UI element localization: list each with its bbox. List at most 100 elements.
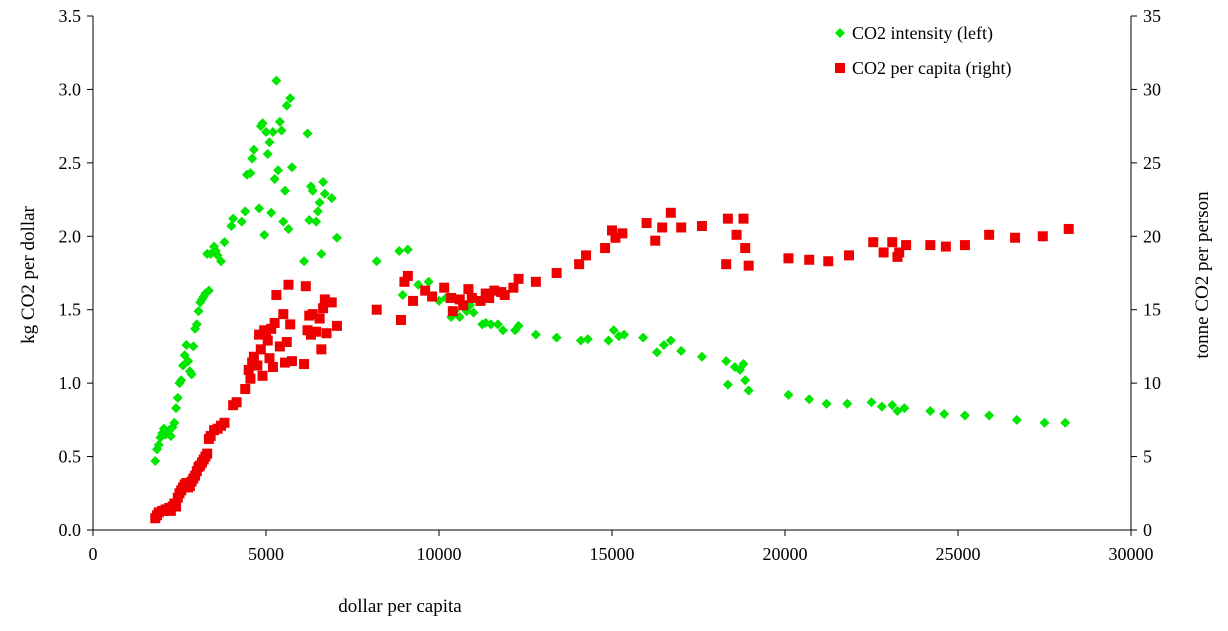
data-point-diamond <box>513 320 524 331</box>
data-point-square <box>261 328 271 339</box>
data-point-square <box>1063 223 1074 234</box>
data-point-diamond <box>658 339 669 350</box>
data-point-diamond <box>1011 414 1022 425</box>
data-point-diamond <box>804 394 815 405</box>
y-right-tick-label: 0 <box>1143 520 1152 540</box>
data-point-diamond <box>254 203 265 214</box>
data-point-square <box>319 294 330 305</box>
data-point-diamond <box>866 397 877 408</box>
data-point-square <box>731 229 742 240</box>
x-tick-label: 10000 <box>417 544 462 564</box>
data-point-diamond <box>219 237 230 248</box>
data-point-square <box>318 303 329 314</box>
data-point-square <box>458 300 469 311</box>
data-point-square <box>607 225 617 236</box>
data-point-square <box>305 329 316 340</box>
data-point-diamond <box>240 206 251 217</box>
ticks: 0 5000 10000 15000 20000 25000 30000 0.0 0.5 1.0 1… <box>59 6 1162 564</box>
data-point-square <box>530 276 541 287</box>
y-left-tick-label: 0.0 <box>59 520 82 540</box>
data-point-diamond <box>281 100 292 111</box>
data-point-square <box>371 304 382 315</box>
data-points <box>150 75 1074 524</box>
data-point-square <box>240 384 251 395</box>
data-point-diamond <box>311 216 322 227</box>
data-point-diamond <box>738 359 749 370</box>
data-point-diamond <box>314 197 325 208</box>
data-point-square <box>307 309 318 320</box>
y-right-tick-label: 20 <box>1143 226 1161 246</box>
legend: CO2 intensity (left) CO2 per capita (rig… <box>835 23 1011 79</box>
legend-marker-diamond <box>835 28 845 38</box>
data-point-diamond <box>984 410 995 421</box>
data-point-square <box>475 295 486 306</box>
data-point-square <box>231 397 242 408</box>
data-point-diamond <box>271 75 282 86</box>
data-point-square <box>925 240 936 251</box>
data-point-square <box>202 448 213 459</box>
data-point-diamond <box>236 216 247 227</box>
data-point-square <box>484 292 495 303</box>
data-point-square <box>499 290 510 301</box>
data-point-square <box>408 295 419 306</box>
y-left-axis-title: kg CO2 per dollar <box>18 205 39 343</box>
data-point-square <box>804 254 815 265</box>
data-point-square <box>665 207 676 218</box>
data-point-square <box>641 218 652 229</box>
data-point-square <box>508 282 519 293</box>
data-point-diamond <box>245 168 256 179</box>
data-point-diamond <box>575 335 586 346</box>
data-point-square <box>721 259 732 270</box>
data-point-diamond <box>1039 417 1050 428</box>
data-point-diamond <box>665 335 676 346</box>
data-point-diamond <box>181 339 192 350</box>
data-point-diamond <box>226 221 237 232</box>
x-tick-label: 5000 <box>248 544 284 564</box>
y-right-tick-label: 15 <box>1143 300 1161 320</box>
data-point-diamond <box>188 341 199 352</box>
data-point-square <box>463 284 474 295</box>
data-point-square <box>285 319 296 330</box>
data-point-square <box>278 309 289 320</box>
y-right-axis-title: tonne CO2 per person <box>1192 191 1213 359</box>
data-point-diamond <box>743 385 754 396</box>
data-point-diamond <box>783 389 794 400</box>
data-point-diamond <box>312 206 323 217</box>
data-point-diamond <box>283 223 294 234</box>
data-point-square <box>326 297 337 308</box>
y-left-tick-label: 0.5 <box>59 447 82 467</box>
data-point-square <box>1037 231 1048 242</box>
data-point-square <box>255 344 266 355</box>
data-point-square <box>696 221 707 232</box>
data-point-diamond <box>740 375 751 386</box>
data-point-square <box>427 291 438 302</box>
y-right-tick-label: 35 <box>1143 6 1161 26</box>
data-point-square <box>940 241 951 252</box>
data-point-diamond <box>821 398 832 409</box>
data-point-diamond <box>423 276 434 287</box>
data-point-diamond <box>318 176 329 187</box>
data-point-diamond <box>171 403 182 414</box>
data-point-square <box>513 273 524 284</box>
data-point-square <box>254 329 265 340</box>
data-point-square <box>311 326 322 337</box>
data-point-square <box>844 250 855 261</box>
data-point-diamond <box>273 165 284 176</box>
data-point-square <box>271 290 282 301</box>
x-tick-label: 25000 <box>936 544 981 564</box>
data-point-diamond <box>266 207 277 218</box>
data-point-square <box>205 431 216 442</box>
data-point-diamond <box>169 417 180 428</box>
data-point-diamond <box>307 185 318 196</box>
legend-label-per-capita: CO2 per capita (right) <box>852 58 1011 79</box>
x-tick-label: 30000 <box>1109 544 1154 564</box>
y-left-tick-label: 2.0 <box>59 226 82 246</box>
y-left-tick-label: 1.0 <box>59 373 82 393</box>
data-point-square <box>466 292 477 303</box>
data-point-diamond <box>316 248 327 259</box>
data-point-diamond <box>402 244 413 255</box>
series-co2-per-capita <box>150 207 1074 524</box>
data-point-diamond <box>371 256 382 267</box>
data-point-square <box>959 240 970 251</box>
data-point-square <box>551 268 562 278</box>
